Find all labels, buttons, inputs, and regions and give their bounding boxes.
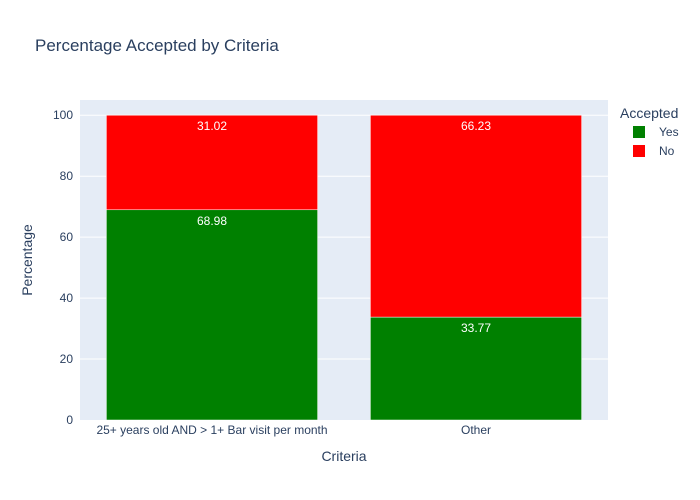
legend-label: Yes	[659, 125, 679, 139]
legend-label: No	[659, 144, 675, 158]
chart-title: Percentage Accepted by Criteria	[35, 36, 279, 55]
bar-yes-0	[106, 209, 318, 421]
y-tick-label: 20	[60, 352, 74, 366]
y-axis-ticks: 0 20 40 60 80 100	[53, 108, 73, 427]
x-axis-title: Criteria	[321, 448, 366, 464]
y-tick-label: 40	[60, 291, 74, 305]
bars	[106, 114, 582, 421]
legend-title: Accepted	[620, 105, 678, 121]
bar-value-label: 66.23	[461, 119, 491, 133]
legend-swatch-yes	[633, 126, 645, 138]
y-tick-label: 80	[60, 169, 74, 183]
bar-value-label: 31.02	[197, 119, 227, 133]
y-tick-label: 0	[66, 413, 73, 427]
y-tick-label: 100	[53, 108, 73, 122]
bar-value-label: 68.98	[197, 214, 227, 228]
legend: Accepted Yes No	[620, 105, 679, 158]
y-tick-label: 60	[60, 230, 74, 244]
bar-no-0	[106, 114, 318, 211]
legend-swatch-no	[633, 145, 645, 157]
bar-yes-1	[370, 316, 582, 421]
x-tick-label: 25+ years old AND > 1+ Bar visit per mon…	[96, 423, 327, 437]
y-axis-title: Percentage	[19, 224, 35, 296]
data-labels: 68.98 31.02 33.77 66.23	[197, 119, 491, 335]
x-tick-label: Other	[461, 423, 491, 437]
bar-no-1	[370, 114, 582, 318]
bar-value-label: 33.77	[461, 321, 491, 335]
x-axis-ticks: 25+ years old AND > 1+ Bar visit per mon…	[96, 423, 491, 437]
